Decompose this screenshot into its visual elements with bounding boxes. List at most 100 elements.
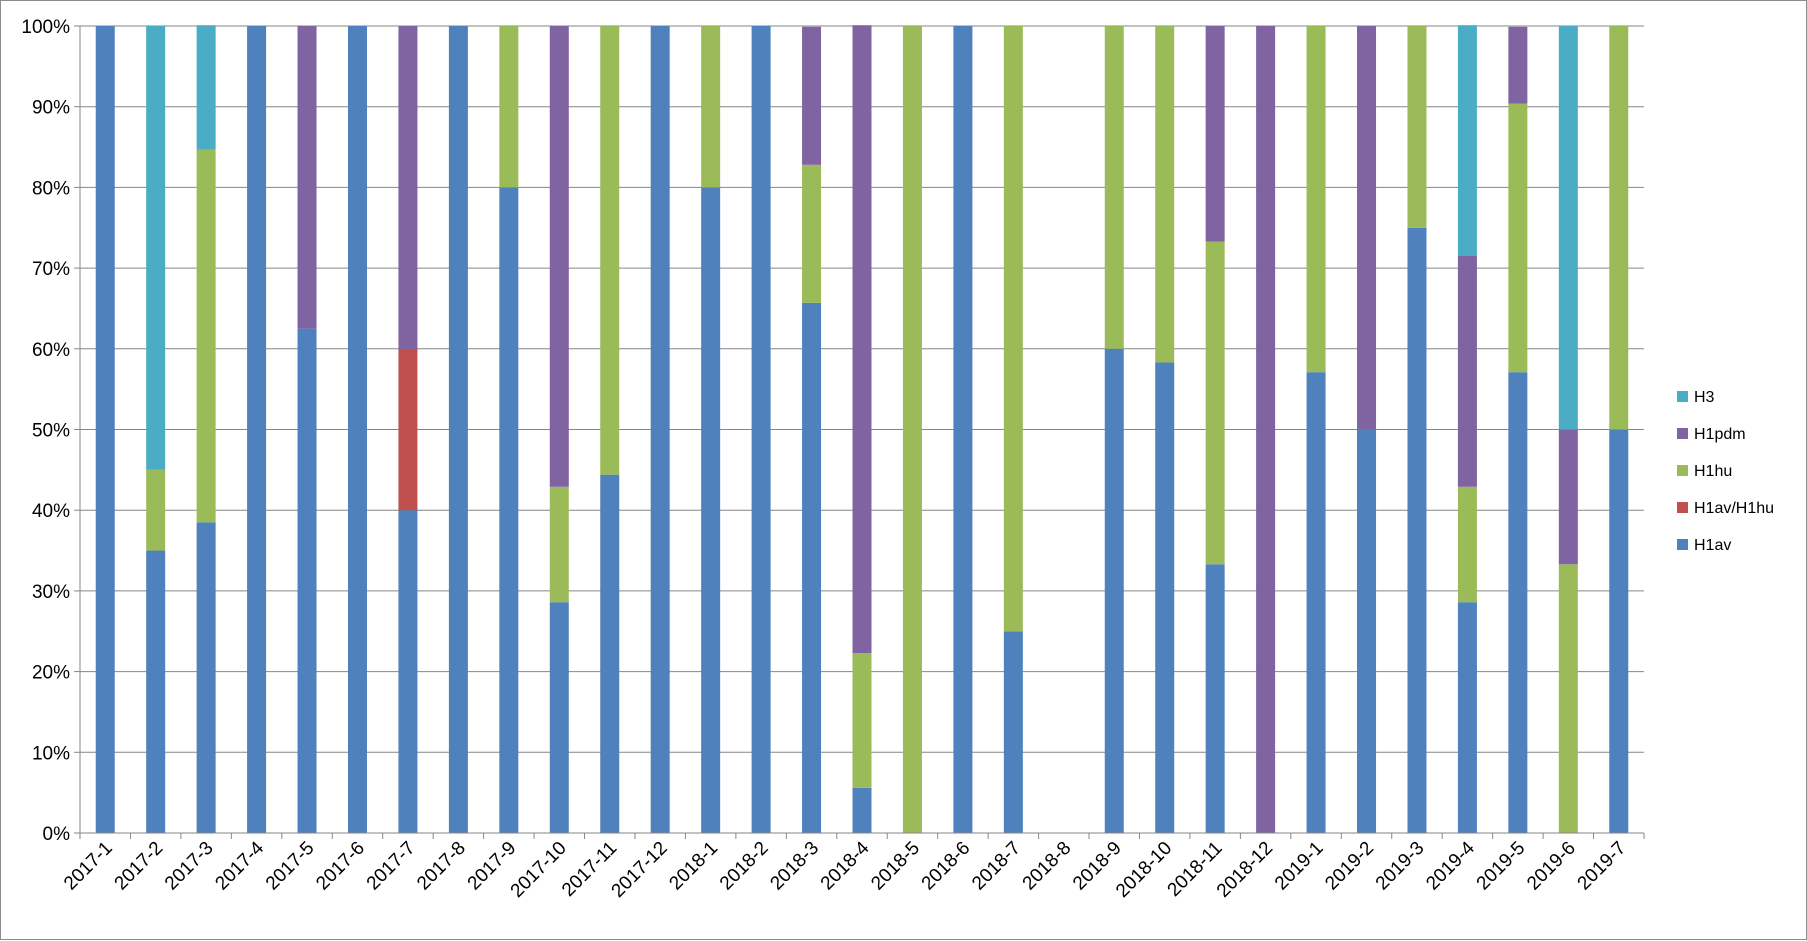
bar-segment-h1hu — [1407, 26, 1427, 228]
bar-segment-h1pdm — [297, 26, 317, 329]
bar-segment-h1pdm — [1558, 429, 1578, 565]
x-tick-label: 2018-2 — [716, 838, 773, 895]
bar-segment-h1av — [398, 510, 418, 833]
bar-segment-h1av — [1407, 227, 1427, 833]
x-tick-label: 2018-6 — [918, 838, 975, 895]
bar-segment-h1hu — [1104, 26, 1124, 349]
bar-segment-h1av — [1609, 429, 1629, 833]
legend-label: H1av/H1hu — [1694, 500, 1774, 517]
x-tick-label: 2017-5 — [262, 838, 319, 895]
bar-segment-h1hu — [1306, 26, 1326, 373]
bar-segment-h1av — [297, 328, 317, 834]
bar-segment-h1hu — [902, 26, 922, 833]
x-tick-label: 2019-2 — [1321, 838, 1378, 895]
bar-segment-h1hu — [146, 469, 166, 551]
bar-segment-h1hu — [549, 486, 569, 603]
bar-segment-h1pdm — [852, 25, 872, 654]
x-tick-label: 2017-10 — [507, 838, 571, 902]
bar-segment-h1av — [1357, 429, 1377, 833]
bar-segment-h1hu — [1457, 486, 1477, 603]
bar-segment-h1hu — [1003, 26, 1023, 632]
bar-segment-h1hu — [196, 149, 216, 523]
y-tick-label: 50% — [32, 421, 70, 442]
bar-segment-h1hu — [1205, 241, 1225, 565]
bar-segment-h1av — [95, 26, 115, 833]
y-tick-label: 80% — [32, 178, 70, 199]
bar-segment-h1hu — [499, 26, 519, 188]
x-tick-label: 2019-3 — [1372, 838, 1429, 895]
x-tick-label: 2017-4 — [211, 837, 268, 894]
legend-swatch — [1677, 465, 1688, 476]
bar-segment-h1av — [650, 26, 670, 833]
bar-segment-h1av — [802, 302, 822, 833]
y-tick-label: 60% — [32, 340, 70, 361]
bar-segment-h1hu — [701, 26, 721, 188]
bars — [95, 25, 1629, 834]
bar-segment-h1av — [953, 26, 973, 833]
y-tick-label: 100% — [21, 17, 70, 38]
x-tick-label: 2017-7 — [363, 838, 420, 895]
bar-segment-h1hu — [802, 164, 822, 303]
bar-segment-h3 — [196, 25, 216, 150]
y-tick-label: 10% — [32, 743, 70, 764]
x-tick-label: 2018-4 — [817, 837, 874, 894]
bar-segment-h1pdm — [549, 26, 569, 487]
legend-label: H1pdm — [1694, 426, 1746, 443]
bar-segment-h1av — [1003, 631, 1023, 833]
bar-segment-h1av — [701, 187, 721, 833]
bar-segment-h1pdm — [1256, 26, 1276, 833]
bar-segment-h1av — [600, 474, 620, 833]
bar-segment-h3 — [1558, 26, 1578, 430]
x-tick-labels: 2017-12017-22017-32017-42017-52017-62017… — [60, 837, 1630, 901]
x-tick-label: 2019-6 — [1523, 838, 1580, 895]
bar-segment-h1av — [196, 522, 216, 833]
bar-segment-h1pdm — [1457, 256, 1477, 487]
bar-segment-h1hu — [852, 653, 872, 788]
bar-segment-h1av — [1205, 564, 1225, 833]
bar-segment-h1pdm — [1205, 26, 1225, 242]
bar-segment-h1pdm — [398, 26, 418, 349]
bar-segment-h1pdm — [802, 26, 822, 165]
bar-segment-h1av — [146, 550, 166, 833]
bar-segment-h1av — [347, 26, 367, 833]
bar-segment-h1pdm — [1508, 26, 1528, 104]
x-tick-label: 2018-1 — [665, 838, 722, 895]
legend-swatch — [1677, 428, 1688, 439]
bar-segment-h1av — [247, 26, 267, 833]
x-tick-label: 2019-1 — [1271, 838, 1328, 895]
y-tick-label: 70% — [32, 259, 70, 280]
bar-segment-h1av — [448, 26, 468, 833]
x-tick-label: 2018-5 — [867, 838, 924, 895]
bar-segment-h1av — [1306, 372, 1326, 833]
x-tick-label: 2017-8 — [413, 838, 470, 895]
legend-label: H1hu — [1694, 463, 1732, 480]
x-tick-label: 2017-2 — [111, 838, 168, 895]
bar-segment-h1av — [549, 602, 569, 833]
bar-segment-h1av — [1155, 362, 1175, 833]
legend-swatch — [1677, 502, 1688, 513]
bar-segment-h3 — [1457, 25, 1477, 256]
bar-segment-h1av — [499, 187, 519, 833]
bar-segment-h1av — [852, 787, 872, 833]
y-tick-labels: 0% 10% 20% 30% 40% 50% 60% 70% 80% 90% 100% — [21, 17, 70, 845]
bar-segment-h1hu — [1609, 26, 1629, 430]
axes — [74, 25, 1645, 839]
y-tick-label: 30% — [32, 582, 70, 603]
y-tick-label: 40% — [32, 501, 70, 522]
x-tick-label: 2018-8 — [1019, 838, 1076, 895]
x-tick-label: 2017-12 — [608, 838, 672, 902]
x-tick-label: 2018-3 — [766, 838, 823, 895]
y-tick-label: 0% — [43, 824, 71, 845]
legend-label: H3 — [1694, 389, 1715, 406]
x-tick-label: 2018-10 — [1112, 838, 1176, 902]
bar-segment-h1pdm — [1357, 26, 1377, 430]
bar-segment-h3 — [146, 26, 166, 470]
x-tick-label: 2019-7 — [1574, 838, 1631, 895]
x-tick-label: 2018-12 — [1213, 838, 1277, 902]
x-tick-label: 2019-5 — [1473, 838, 1530, 895]
y-tick-label: 90% — [32, 98, 70, 119]
bar-segment-h1av-h1hu — [398, 348, 418, 511]
bar-segment-h1hu — [1155, 26, 1175, 363]
